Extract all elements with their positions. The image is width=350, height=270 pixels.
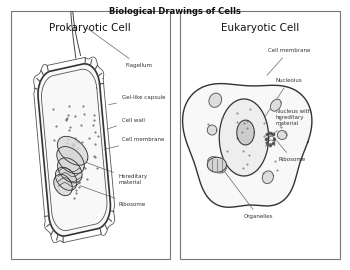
Polygon shape	[207, 157, 226, 172]
Polygon shape	[209, 93, 222, 107]
Polygon shape	[58, 158, 82, 183]
Polygon shape	[219, 99, 269, 176]
FancyBboxPatch shape	[10, 11, 170, 259]
Polygon shape	[271, 99, 281, 111]
Polygon shape	[207, 125, 217, 135]
Text: Gel-like capsule: Gel-like capsule	[109, 95, 166, 105]
Text: Nucleus with
hereditary
material: Nucleus with hereditary material	[271, 109, 311, 136]
Text: Flagellum: Flagellum	[86, 27, 152, 68]
FancyBboxPatch shape	[180, 11, 340, 259]
Text: Organelles: Organelles	[225, 172, 273, 220]
Polygon shape	[183, 84, 312, 207]
Text: Hereditary
material: Hereditary material	[82, 161, 148, 185]
Polygon shape	[262, 171, 273, 184]
Text: Biological Drawings of Cells: Biological Drawings of Cells	[109, 7, 241, 16]
Text: Ribosome: Ribosome	[277, 141, 306, 162]
Text: Eukaryotic Cell: Eukaryotic Cell	[221, 23, 299, 33]
Polygon shape	[208, 157, 226, 173]
Polygon shape	[55, 167, 77, 190]
Polygon shape	[237, 120, 254, 145]
Polygon shape	[54, 174, 72, 195]
Text: Cell membrane: Cell membrane	[105, 137, 164, 149]
Polygon shape	[38, 64, 110, 236]
Text: Cell membrane: Cell membrane	[267, 48, 310, 75]
Polygon shape	[57, 136, 88, 165]
Text: Cell wall: Cell wall	[107, 118, 145, 129]
Polygon shape	[278, 130, 287, 140]
Text: Nucleolus: Nucleolus	[256, 78, 302, 130]
Polygon shape	[57, 147, 84, 174]
Text: Prokaryotic Cell: Prokaryotic Cell	[49, 23, 131, 33]
Text: Ribosome: Ribosome	[80, 185, 146, 207]
